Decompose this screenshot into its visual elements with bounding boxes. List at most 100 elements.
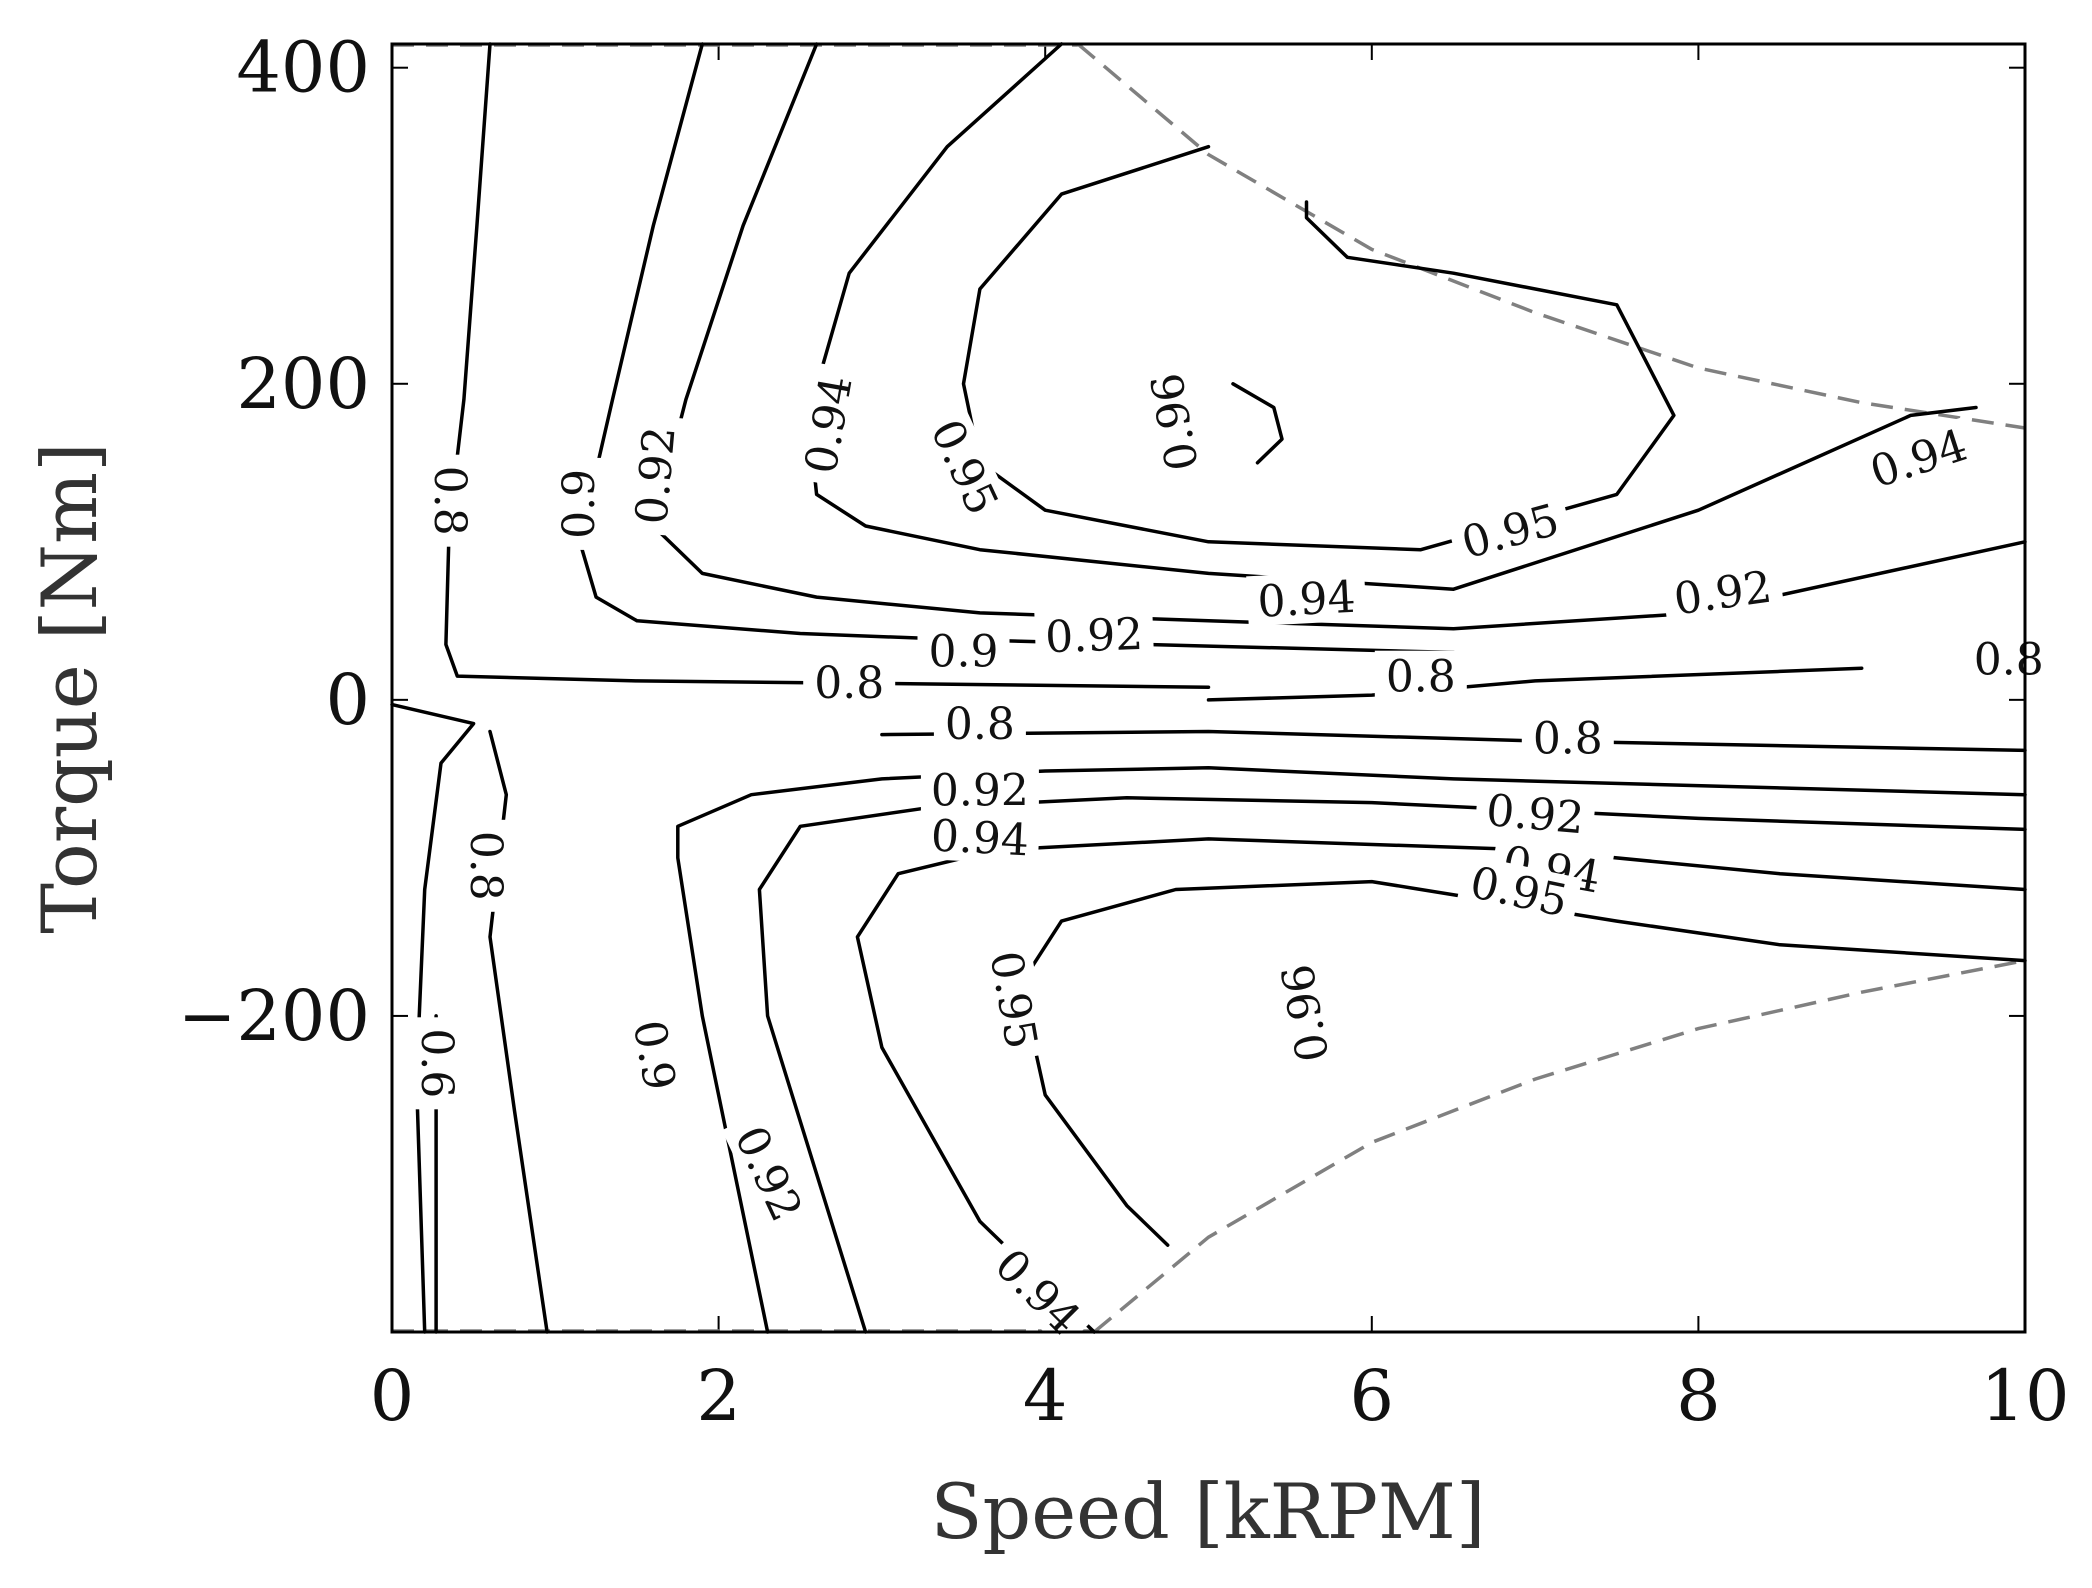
contour-label-text: 0.8: [1386, 652, 1456, 703]
contour-label-text: 0.8: [1533, 713, 1603, 764]
contour-label-bg: [1034, 607, 1154, 662]
contour-label-bg: [1962, 633, 2055, 684]
contour-label: 0.96: [1138, 359, 1209, 485]
contour-label-text: 0.96: [1272, 960, 1339, 1065]
contour-label-bg: [1138, 359, 1209, 485]
x-tick-label: 6: [1350, 1355, 1395, 1437]
contour-label-text: 0.94: [1864, 420, 1973, 499]
contour-0.9: [676, 766, 2027, 1334]
contour-label-text: 0.6: [411, 1028, 462, 1098]
contour-label: 0.95: [1446, 490, 1574, 570]
contour-0.9: [578, 42, 1456, 655]
x-axis-title: Speed [kRPM]: [930, 1467, 1485, 1556]
contour-label-bg: [1521, 712, 1614, 763]
contour-label-text: 0.8: [814, 658, 884, 709]
contour-label-bg: [1269, 950, 1340, 1076]
contour-label-bg: [1374, 650, 1467, 701]
tick-labels: 0 2 4 6 8 10 −200 0 200 400: [178, 27, 2070, 1437]
contour-label-bg: [1456, 854, 1583, 928]
contour-label-bg: [624, 414, 685, 537]
contour-label-bg: [979, 937, 1050, 1063]
x-tick-label: 10: [1980, 1355, 2069, 1437]
contour-label-text: 0.95: [979, 947, 1046, 1052]
contour-label-bg: [462, 819, 513, 912]
contour-label-bg: [1660, 559, 1785, 625]
contour-0.95: [961, 144, 1676, 552]
contour-label: 0.8: [1374, 650, 1467, 703]
contour-label: 0.96: [1269, 950, 1340, 1076]
contour-label-bg: [1854, 415, 1983, 500]
contour-label: 0.92: [920, 764, 1039, 817]
envelope-upper: [1076, 42, 2026, 430]
contour-0.8: [390, 702, 476, 1334]
x-tick-label: 0: [370, 1355, 415, 1437]
contour-label: 0.95: [917, 402, 1013, 531]
contour-label-text: 0.92: [1671, 561, 1775, 625]
contour-label-bg: [920, 764, 1039, 815]
contour-label: 0.92: [1660, 559, 1785, 626]
y-tick-label: −200: [178, 975, 370, 1057]
contour-label-bg: [1446, 490, 1574, 570]
contour-label-text: 0.92: [931, 766, 1029, 817]
contour-label: 0.94: [1246, 570, 1367, 628]
contour-0.94: [806, 42, 1978, 591]
contour-label: 0.9: [917, 625, 1010, 677]
contour-label-text: 0.94: [1256, 572, 1357, 628]
contour-label-bg: [622, 1005, 688, 1105]
contour-0.96: [1231, 382, 1284, 465]
contour-label-text: 0.8: [945, 699, 1015, 750]
contour-label-bg: [979, 1231, 1098, 1351]
contour-label-text: 0.8: [424, 466, 475, 536]
contour-label-bg: [803, 657, 896, 707]
contour-label-bg: [917, 402, 1013, 531]
contour-label-bg: [426, 454, 477, 547]
contour-label-bg: [917, 625, 1010, 676]
contour-label: 0.8: [803, 657, 896, 709]
y-tick-label: 200: [236, 343, 370, 425]
contour-0.94: [855, 837, 2027, 1334]
contour-label-bg: [1474, 783, 1597, 844]
contour-label: 0.92: [1034, 607, 1154, 663]
y-tick-label: 400: [236, 27, 370, 109]
contour-label-text: 0.92: [1044, 609, 1144, 663]
contour-label-text: 0.95: [920, 412, 1008, 522]
y-axis-title: Torque [Nm]: [25, 442, 114, 933]
contour-label: 0.8: [460, 819, 513, 912]
contour-label-text: 0.92: [626, 424, 685, 526]
contour-label: 0.8: [1521, 712, 1614, 764]
contour-label: 0.94: [1854, 415, 1983, 500]
contour-label-bg: [933, 698, 1026, 749]
contour-label-bg: [552, 457, 603, 550]
y-tick-label: 0: [325, 659, 370, 741]
plot-frame: [390, 42, 2027, 1334]
contour-0.8: [488, 729, 549, 1334]
contour-label: 0.94: [979, 1231, 1098, 1351]
x-tick-label: 2: [696, 1355, 741, 1437]
contour-label-text: 0.9: [554, 469, 605, 539]
contour-0.92: [651, 42, 2027, 631]
contour-0.95: [1018, 879, 2027, 1247]
contour-label-bg: [413, 1017, 464, 1110]
contour-label: 0.92: [1474, 783, 1597, 844]
contour-label-text: 0.92: [724, 1119, 812, 1229]
contour-label: 0.8: [933, 698, 1026, 750]
contour-label: 0.92: [624, 414, 686, 537]
contour-label-text: 0.9: [623, 1016, 685, 1094]
contour-label: 0.9: [552, 457, 605, 550]
contour-labels: 0.8 0.9 0.92 0.94 0.95 0.96 0.940.950.94 0.920.…: [411, 359, 2055, 1351]
contour-label-bg: [1246, 570, 1367, 627]
contour-0.8: [1206, 666, 1864, 702]
contour-label-text: 0.96: [1142, 369, 1209, 474]
contour-label-bg: [721, 1109, 818, 1238]
contour-label: 0.94: [919, 808, 1041, 866]
contour-label-text: 0.94: [930, 810, 1031, 866]
envelope-lower: [1093, 958, 2026, 1334]
contour-label: 0.8: [1962, 633, 2055, 685]
contour-label-text: 0.8: [1974, 634, 2044, 685]
contour-lines: [390, 42, 2027, 1334]
contour-label: 0.9: [622, 1005, 688, 1105]
contour-label-text: 0.9: [929, 626, 999, 677]
contour-label: 0.94: [792, 362, 863, 487]
contour-label-bg: [919, 808, 1041, 865]
